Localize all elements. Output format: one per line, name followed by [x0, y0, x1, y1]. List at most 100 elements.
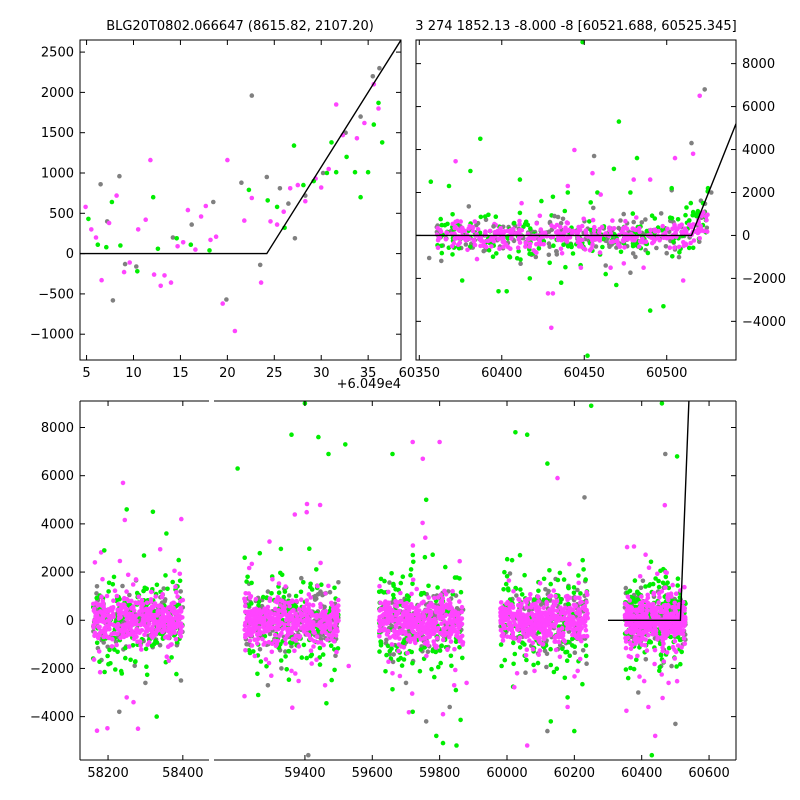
data-point-gray — [122, 261, 128, 267]
data-point-pink — [161, 624, 166, 629]
data-point-pink — [434, 609, 439, 615]
data-point-green — [595, 190, 600, 195]
data-point-pink — [637, 639, 642, 644]
data-point-pink — [517, 218, 522, 224]
data-point-green — [498, 642, 504, 647]
data-point-pink — [671, 624, 676, 630]
data-point-green — [580, 681, 585, 687]
data-point-pink — [597, 238, 603, 243]
data-point-pink — [99, 603, 104, 608]
data-point-green — [649, 213, 655, 218]
data-point-pink — [333, 102, 339, 107]
data-point-green — [115, 649, 120, 655]
data-point-pink — [450, 619, 455, 625]
data-point-green — [123, 645, 128, 651]
data-point-green — [663, 574, 669, 580]
data-point-pink — [662, 613, 668, 619]
data-point-pink — [291, 621, 296, 627]
data-point-pink — [451, 241, 457, 246]
data-point-green — [258, 659, 264, 664]
data-point-pink — [458, 236, 464, 241]
data-point-green — [600, 244, 605, 250]
data-point-pink — [556, 639, 562, 645]
data-point-green — [301, 182, 306, 188]
data-point-pink — [135, 726, 141, 731]
data-point-green — [658, 568, 663, 574]
data-point-pink — [583, 627, 589, 633]
data-point-green — [560, 646, 565, 652]
data-point-green — [443, 564, 448, 570]
data-point-pink — [158, 283, 163, 289]
data-point-pink — [674, 678, 680, 684]
data-point-gray — [580, 648, 586, 653]
data-point-pink — [225, 157, 230, 163]
data-point-green — [317, 662, 323, 667]
data-point-pink — [489, 244, 494, 249]
data-point-green — [260, 594, 266, 600]
data-point-pink — [472, 219, 478, 224]
data-point-pink — [474, 256, 480, 262]
data-point-gray — [704, 225, 710, 231]
data-point-pink — [576, 244, 582, 249]
data-point-pink — [660, 645, 665, 650]
data-point-pink — [304, 598, 310, 603]
data-point-green — [378, 641, 384, 646]
data-point-pink — [535, 594, 541, 599]
data-point-pink — [551, 588, 556, 593]
data-point-green — [97, 659, 102, 664]
data-point-pink — [651, 590, 657, 596]
data-point-pink — [275, 594, 281, 600]
data-point-pink — [527, 241, 533, 247]
data-point-pink — [304, 601, 310, 607]
data-point-pink — [117, 558, 123, 564]
data-point-pink — [139, 597, 145, 603]
data-point-green — [105, 653, 110, 659]
data-point-pink — [557, 654, 563, 660]
data-point-green — [563, 264, 568, 270]
data-point-green — [244, 579, 249, 584]
data-point-pink — [322, 624, 328, 630]
data-point-green — [647, 308, 653, 313]
data-point-green — [264, 664, 269, 669]
data-point-green — [513, 585, 518, 591]
data-point-gray — [327, 589, 333, 595]
data-point-pink — [434, 635, 440, 641]
data-point-green — [511, 220, 517, 226]
data-point-pink — [246, 565, 252, 571]
data-point-gray — [547, 244, 552, 249]
data-point-green — [684, 205, 689, 210]
data-point-pink — [625, 594, 631, 599]
data-point-pink — [592, 224, 597, 230]
data-point-pink — [419, 631, 424, 636]
data-point-pink — [544, 599, 549, 605]
data-point-pink — [293, 626, 299, 632]
data-point-pink — [457, 599, 462, 604]
data-point-pink — [665, 226, 670, 232]
data-point-pink — [354, 136, 360, 141]
data-point-pink — [129, 606, 135, 611]
data-point-green — [448, 653, 454, 659]
data-point-pink — [624, 544, 630, 550]
y-tick-label: 4000 — [742, 143, 775, 158]
data-point-pink — [303, 198, 308, 204]
data-point-green — [176, 557, 181, 563]
data-point-gray — [542, 648, 548, 654]
data-point-pink — [670, 644, 676, 650]
data-point-pink — [536, 652, 541, 657]
data-point-pink — [448, 639, 454, 644]
data-point-pink — [414, 605, 419, 611]
data-point-green — [328, 643, 334, 648]
data-point-pink — [293, 638, 299, 643]
data-point-gray — [554, 249, 559, 254]
data-point-gray — [709, 190, 714, 195]
data-point-pink — [127, 611, 132, 616]
data-point-pink — [410, 629, 416, 634]
data-point-pink — [506, 610, 511, 615]
data-point-green — [494, 251, 499, 256]
data-point-pink — [326, 632, 332, 638]
data-point-pink — [434, 232, 440, 237]
data-point-green — [385, 643, 391, 649]
data-point-pink — [413, 616, 419, 622]
y-tick-label: −500 — [38, 287, 74, 302]
data-point-green — [434, 733, 439, 739]
